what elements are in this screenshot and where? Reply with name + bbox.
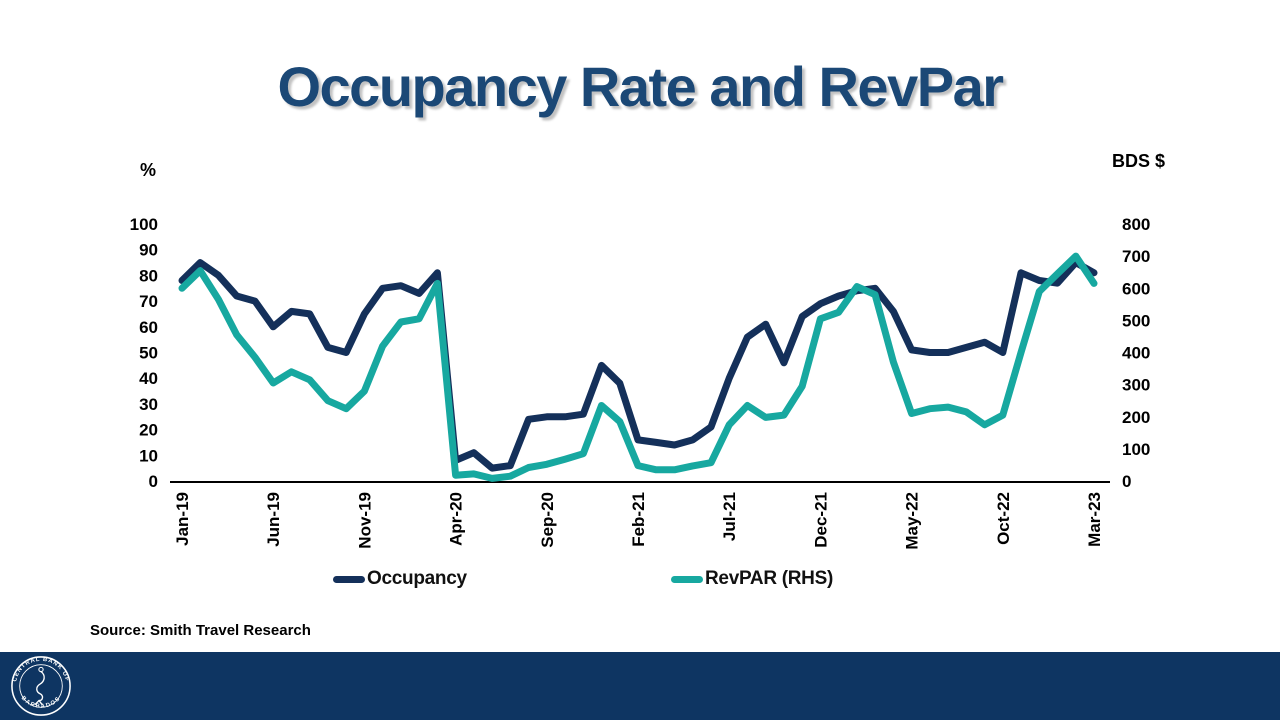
seal-outer-ring xyxy=(11,656,71,716)
central-bank-of-barbados-seal: CENTRAL BANK OF BARBADOS xyxy=(11,656,71,716)
x-axis-tick-label: May-22 xyxy=(903,492,922,550)
right-axis-tick-label: 400 xyxy=(1122,344,1150,363)
revpar-legend-label: RevPAR (RHS) xyxy=(705,568,834,589)
left-axis-tick-label: 0 xyxy=(149,472,158,491)
left-axis-tick-label: 20 xyxy=(139,421,158,440)
x-axis-tick-label: Feb-21 xyxy=(629,492,648,547)
x-axis-tick-label: Dec-21 xyxy=(811,492,830,548)
x-axis-tick-label: Oct-22 xyxy=(994,492,1013,545)
revpar-line-swatch xyxy=(671,575,703,583)
right-axis-tick-label: 700 xyxy=(1122,247,1150,266)
right-axis-tick-label: 600 xyxy=(1122,279,1150,298)
left-axis-tick-label: 80 xyxy=(139,266,158,285)
x-axis-tick-label: Nov-19 xyxy=(355,492,374,549)
right-axis-tick-label: 100 xyxy=(1122,440,1150,459)
left-axis-tick-label: 10 xyxy=(139,446,158,465)
occupancy-line xyxy=(178,259,1098,472)
x-axis-tick-label: Jul-21 xyxy=(720,492,739,541)
left-axis-tick-label: 70 xyxy=(139,292,158,311)
left-axis-tick-label: 90 xyxy=(139,241,158,260)
x-axis-tick-label: Sep-20 xyxy=(538,492,557,548)
right-axis-tick-label: 300 xyxy=(1122,376,1150,395)
left-axis-tick-label: 100 xyxy=(130,215,158,234)
legend-item-revpar: RevPAR (RHS) xyxy=(671,568,833,590)
source-note: Source: Smith Travel Research xyxy=(90,622,311,639)
x-axis-tick-label: Mar-23 xyxy=(1085,492,1104,547)
chart-title: Occupancy Rate and RevPar xyxy=(277,55,1004,118)
seal-mermaid-figure xyxy=(34,666,45,706)
occupancy-revpar-chart: 1009080706050403020100800700600500400300… xyxy=(130,215,1151,550)
footer-bar: CENTRAL BANK OF BARBADOS xyxy=(0,652,1280,720)
right-axis-tick-label: 200 xyxy=(1122,408,1150,427)
left-axis-tick-label: 40 xyxy=(139,369,158,388)
occupancy-line-swatch xyxy=(333,575,365,583)
seal-inner-ring xyxy=(19,664,63,708)
revpar-line xyxy=(178,252,1098,482)
right-axis-tick-label: 500 xyxy=(1122,311,1150,330)
x-axis-tick-label: Apr-20 xyxy=(447,492,466,546)
legend: Occupancy RevPAR (RHS) xyxy=(0,568,1280,594)
x-axis-tick-label: Jan-19 xyxy=(173,492,192,546)
x-axis-tick-label: Jun-19 xyxy=(264,492,283,547)
right-axis-unit-label: BDS $ xyxy=(1112,151,1166,171)
right-axis-tick-label: 0 xyxy=(1122,472,1131,491)
left-axis-tick-label: 50 xyxy=(139,344,158,363)
right-axis-tick-label: 800 xyxy=(1122,215,1150,234)
left-axis-unit-label: % xyxy=(140,160,157,180)
left-axis-tick-label: 60 xyxy=(139,318,158,337)
legend-item-occupancy: Occupancy xyxy=(333,568,467,590)
occupancy-legend-label: Occupancy xyxy=(367,568,467,589)
left-axis-tick-label: 30 xyxy=(139,395,158,414)
